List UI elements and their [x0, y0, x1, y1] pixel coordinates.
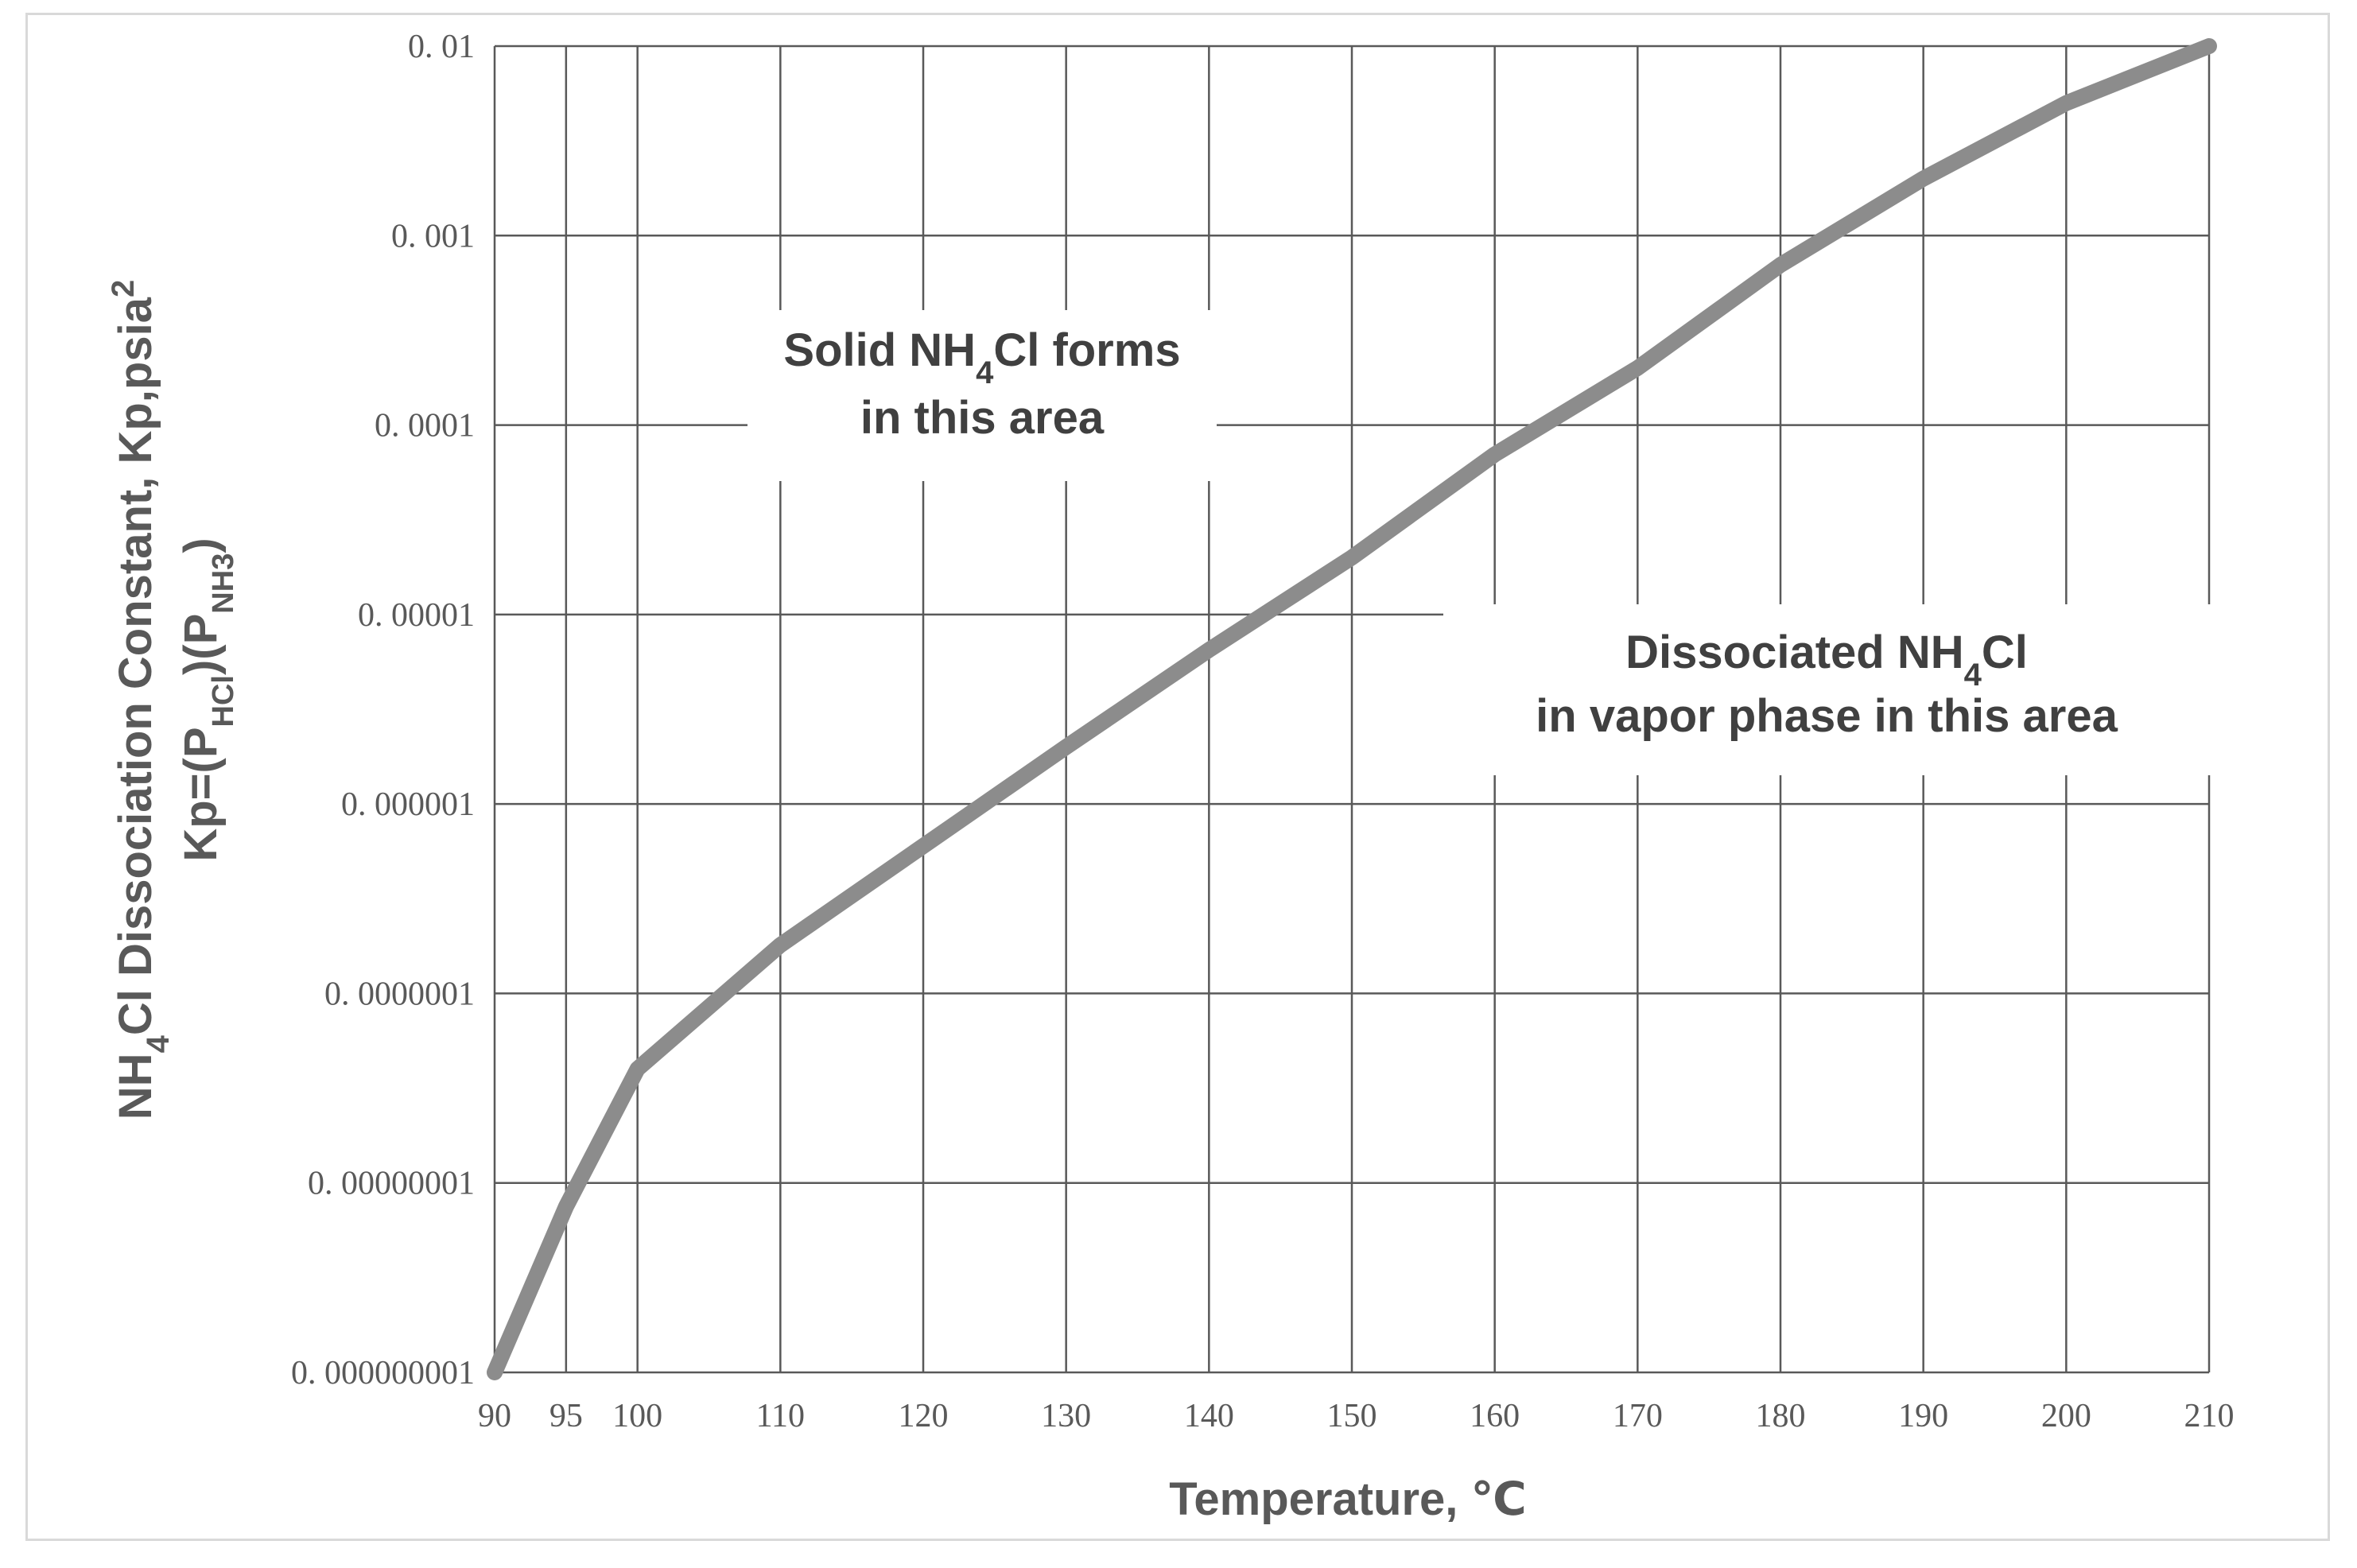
x-tick-label: 160	[1470, 1398, 1520, 1434]
x-tick-label: 90	[478, 1398, 511, 1434]
x-tick-label: 170	[1613, 1398, 1663, 1434]
x-tick-labels: 90 95 100 110 120 130 140 150 160 170 180 190 200 210	[478, 1398, 2235, 1434]
y-tick-label: 0. 00001	[358, 597, 475, 634]
annotation-vapor-background	[1443, 604, 2211, 775]
y-tick-label: 0. 00000001	[308, 1166, 475, 1202]
x-tick-label: 210	[2184, 1398, 2235, 1434]
x-tick-label: 200	[2041, 1398, 2091, 1434]
annotation-vapor-line2: in vapor phase in this area	[1536, 690, 2118, 742]
x-axis-title: Temperature, ℃	[1169, 1473, 1527, 1525]
y-tick-label: 0. 0001	[375, 408, 475, 444]
kp-curve-line	[487, 38, 2217, 1380]
y-axis-title-line2: Kp=(PHCl)(PNH3)	[175, 538, 240, 861]
y-tick-label: 0. 000001	[341, 786, 475, 823]
x-tick-label: 95	[549, 1398, 583, 1434]
x-tick-label: 190	[1898, 1398, 1948, 1434]
chart-frame	[25, 13, 2330, 1541]
y-axis-title: NH4Cl Dissociation Constant, Kp,psia2 Kp…	[106, 280, 240, 1120]
curve	[487, 38, 2217, 1380]
y-tick-label: 0. 000000001	[291, 1355, 475, 1391]
y-axis-title-line1: NH4Cl Dissociation Constant, Kp,psia2	[106, 280, 176, 1120]
annotation-solid-background	[747, 310, 1217, 481]
y-tick-label: 0. 001	[391, 218, 475, 254]
y-tick-label: 0. 0000001	[324, 976, 475, 1012]
x-tick-label: 100	[612, 1398, 662, 1434]
x-tick-label: 150	[1327, 1398, 1377, 1434]
annotation-solid-line2: in this area	[860, 392, 1105, 444]
x-tick-label: 180	[1756, 1398, 1806, 1434]
x-tick-label: 140	[1184, 1398, 1234, 1434]
y-tick-label: 0. 01	[408, 29, 475, 65]
x-tick-label: 120	[899, 1398, 949, 1434]
y-tick-labels: 0. 01 0. 001 0. 0001 0. 00001 0. 000001 0. 00…	[291, 29, 475, 1391]
x-tick-label: 130	[1041, 1398, 1091, 1434]
x-tick-label: 110	[756, 1398, 805, 1434]
